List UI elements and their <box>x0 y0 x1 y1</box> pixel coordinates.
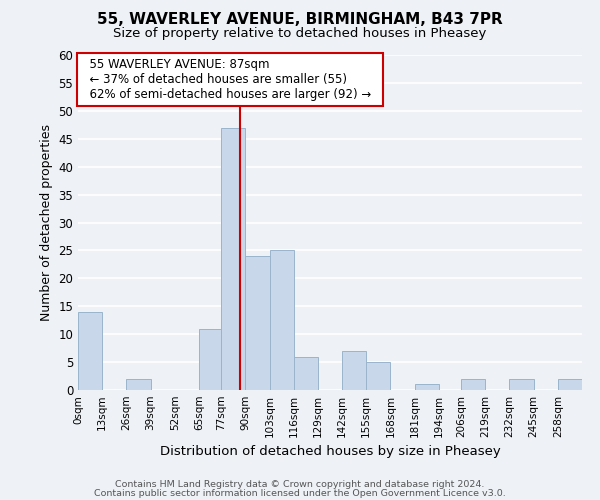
Bar <box>342 351 366 390</box>
Text: Contains public sector information licensed under the Open Government Licence v3: Contains public sector information licen… <box>94 489 506 498</box>
Bar <box>415 384 439 390</box>
Bar <box>199 328 221 390</box>
Bar <box>245 256 269 390</box>
Text: Contains HM Land Registry data © Crown copyright and database right 2024.: Contains HM Land Registry data © Crown c… <box>115 480 485 489</box>
Bar <box>558 379 582 390</box>
Bar <box>509 379 533 390</box>
Bar <box>294 356 318 390</box>
Bar <box>269 250 294 390</box>
Text: 55, WAVERLEY AVENUE, BIRMINGHAM, B43 7PR: 55, WAVERLEY AVENUE, BIRMINGHAM, B43 7PR <box>97 12 503 28</box>
Text: Size of property relative to detached houses in Pheasey: Size of property relative to detached ho… <box>113 28 487 40</box>
Bar <box>221 128 245 390</box>
Bar <box>127 379 151 390</box>
X-axis label: Distribution of detached houses by size in Pheasey: Distribution of detached houses by size … <box>160 446 500 458</box>
Y-axis label: Number of detached properties: Number of detached properties <box>40 124 53 321</box>
Bar <box>461 379 485 390</box>
Bar <box>366 362 391 390</box>
Bar <box>78 312 102 390</box>
Text: 55 WAVERLEY AVENUE: 87sqm
  ← 37% of detached houses are smaller (55)
  62% of s: 55 WAVERLEY AVENUE: 87sqm ← 37% of detac… <box>82 58 379 101</box>
